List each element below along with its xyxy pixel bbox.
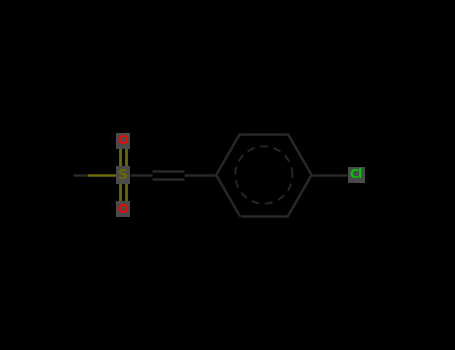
- Text: S: S: [118, 168, 128, 182]
- Text: O: O: [118, 203, 128, 216]
- Text: O: O: [118, 134, 128, 147]
- Text: Cl: Cl: [349, 168, 363, 182]
